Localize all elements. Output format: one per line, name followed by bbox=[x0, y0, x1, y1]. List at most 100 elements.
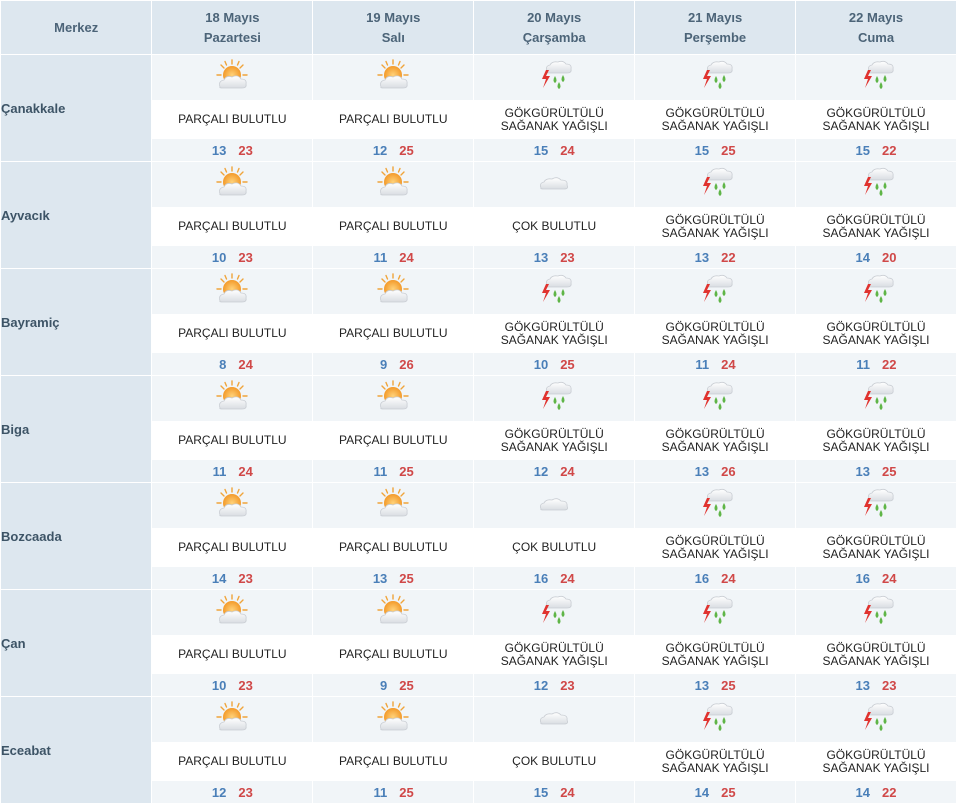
max-temp: 23 bbox=[238, 570, 253, 586]
min-temp: 11 bbox=[212, 463, 227, 479]
min-temp: 9 bbox=[380, 356, 388, 372]
thunderstorm-icon bbox=[534, 271, 574, 307]
max-temp: 25 bbox=[721, 784, 736, 800]
min-temp: 12 bbox=[372, 142, 388, 158]
min-temp: 12 bbox=[211, 784, 227, 800]
min-temp: 10 bbox=[211, 249, 227, 265]
min-temp: 14 bbox=[694, 784, 710, 800]
min-temp: 11 bbox=[856, 356, 871, 372]
partly-cloudy-icon bbox=[373, 699, 413, 735]
city-icon-row: Çan bbox=[0, 589, 957, 697]
weather-description: PARÇALI BULUTLU bbox=[178, 540, 287, 554]
day-header-4: 21 Mayıs Perşembe bbox=[634, 0, 797, 55]
city-desc-row: PARÇALI BULUTLU PARÇALI BULUTLU GÖKGÜRÜLTÜ… bbox=[1, 421, 957, 460]
thunderstorm-icon bbox=[534, 57, 574, 93]
max-temp: 23 bbox=[238, 249, 253, 265]
min-temp: 11 bbox=[695, 356, 710, 372]
weather-description: PARÇALI BULUTLU bbox=[339, 647, 448, 661]
city-name: Bozcaada bbox=[0, 482, 153, 590]
city-name: Biga bbox=[0, 375, 153, 483]
weather-description: GÖKGÜRÜLTÜLÜ SAĞANAK YAĞIŞLI bbox=[822, 212, 930, 240]
city-icon-row: Bozcaada bbox=[0, 482, 957, 590]
min-temp: 11 bbox=[373, 249, 388, 265]
city-icon-row: Bayramiç bbox=[0, 268, 957, 376]
max-temp: 24 bbox=[560, 142, 575, 158]
city-temp-row: 8 24 9 26 10 25 11 24 11 22 bbox=[1, 352, 957, 376]
thunderstorm-icon bbox=[695, 699, 735, 735]
partly-cloudy-icon bbox=[212, 271, 252, 307]
city-desc-row: PARÇALI BULUTLU PARÇALI BULUTLU GÖKGÜRÜLTÜ… bbox=[1, 100, 957, 139]
min-temp: 8 bbox=[219, 356, 227, 372]
day-header-1: 18 Mayıs Pazartesi bbox=[151, 0, 314, 55]
min-temp: 15 bbox=[533, 142, 549, 158]
min-temp: 11 bbox=[373, 784, 388, 800]
partly-cloudy-icon bbox=[212, 485, 252, 521]
weather-description: GÖKGÜRÜLTÜLÜ SAĞANAK YAĞIŞLI bbox=[822, 319, 930, 347]
max-temp: 25 bbox=[399, 677, 414, 693]
weather-description: PARÇALI BULUTLU bbox=[339, 754, 448, 768]
city-temp-row: 14 23 13 25 16 24 16 24 16 24 bbox=[1, 566, 957, 590]
day-weekday: Çarşamba bbox=[522, 29, 586, 45]
city-desc-row: PARÇALI BULUTLU PARÇALI BULUTLU GÖKGÜRÜLTÜ… bbox=[1, 314, 957, 353]
city-icon-row: Biga bbox=[0, 375, 957, 483]
min-temp: 15 bbox=[694, 142, 710, 158]
max-temp: 25 bbox=[399, 570, 414, 586]
weather-description: GÖKGÜRÜLTÜLÜ SAĞANAK YAĞIŞLI bbox=[822, 747, 930, 775]
partly-cloudy-icon bbox=[373, 378, 413, 414]
min-temp: 9 bbox=[380, 677, 388, 693]
max-temp: 25 bbox=[560, 356, 575, 372]
min-temp: 13 bbox=[694, 677, 710, 693]
day-weekday: Perşembe bbox=[684, 29, 747, 45]
weather-description: PARÇALI BULUTLU bbox=[178, 219, 287, 233]
min-temp: 10 bbox=[533, 356, 549, 372]
weather-description: PARÇALI BULUTLU bbox=[339, 219, 448, 233]
weather-description: PARÇALI BULUTLU bbox=[178, 754, 287, 768]
weather-description: GÖKGÜRÜLTÜLÜ SAĞANAK YAĞIŞLI bbox=[822, 640, 930, 668]
min-temp: 14 bbox=[855, 249, 871, 265]
min-temp: 13 bbox=[855, 463, 871, 479]
city-desc-row: PARÇALI BULUTLU PARÇALI BULUTLU GÖKGÜRÜLTÜ… bbox=[1, 635, 957, 674]
min-temp: 14 bbox=[855, 784, 871, 800]
max-temp: 24 bbox=[721, 356, 736, 372]
max-temp: 24 bbox=[560, 463, 575, 479]
min-temp: 13 bbox=[211, 142, 227, 158]
day-header-3: 20 Mayıs Çarşamba bbox=[473, 0, 636, 55]
thunderstorm-icon bbox=[856, 57, 896, 93]
partly-cloudy-icon bbox=[373, 271, 413, 307]
weather-description: PARÇALI BULUTLU bbox=[339, 326, 448, 340]
day-header-2: 19 Mayıs Salı bbox=[312, 0, 475, 55]
max-temp: 25 bbox=[399, 784, 414, 800]
day-weekday: Pazartesi bbox=[203, 29, 261, 45]
weather-description: GÖKGÜRÜLTÜLÜ SAĞANAK YAĞIŞLI bbox=[661, 212, 769, 240]
max-temp: 24 bbox=[721, 570, 736, 586]
weather-description: PARÇALI BULUTLU bbox=[339, 540, 448, 554]
forecast-body: Çanakkale PARÇALI BULUTLU PARÇALI BULUTLU G… bbox=[0, 54, 957, 804]
min-temp: 13 bbox=[372, 570, 388, 586]
min-temp: 16 bbox=[533, 570, 549, 586]
city-name: Eceabat bbox=[0, 696, 153, 804]
min-temp: 11 bbox=[373, 463, 388, 479]
merkez-header: Merkez bbox=[0, 0, 153, 55]
thunderstorm-icon bbox=[856, 378, 896, 414]
max-temp: 23 bbox=[238, 784, 253, 800]
max-temp: 24 bbox=[238, 463, 253, 479]
thunderstorm-icon bbox=[695, 592, 735, 628]
partly-cloudy-icon bbox=[212, 378, 252, 414]
city-name: Çanakkale bbox=[0, 54, 153, 162]
max-temp: 23 bbox=[238, 677, 253, 693]
city-name: Çan bbox=[0, 589, 153, 697]
partly-cloudy-icon bbox=[373, 592, 413, 628]
day-date: 22 Mayıs bbox=[848, 9, 904, 25]
max-temp: 23 bbox=[882, 677, 897, 693]
thunderstorm-icon bbox=[856, 592, 896, 628]
city-desc-row: PARÇALI BULUTLU PARÇALI BULUTLU ÇOK BULUTL… bbox=[1, 207, 957, 246]
max-temp: 22 bbox=[721, 249, 736, 265]
partly-cloudy-icon bbox=[373, 164, 413, 200]
weather-description: GÖKGÜRÜLTÜLÜ SAĞANAK YAĞIŞLI bbox=[661, 105, 769, 133]
min-temp: 14 bbox=[211, 570, 227, 586]
max-temp: 24 bbox=[238, 356, 253, 372]
max-temp: 25 bbox=[882, 463, 897, 479]
weather-description: GÖKGÜRÜLTÜLÜ SAĞANAK YAĞIŞLI bbox=[500, 426, 608, 454]
city-icon-row: Çanakkale bbox=[0, 54, 957, 162]
weather-description: PARÇALI BULUTLU bbox=[178, 326, 287, 340]
